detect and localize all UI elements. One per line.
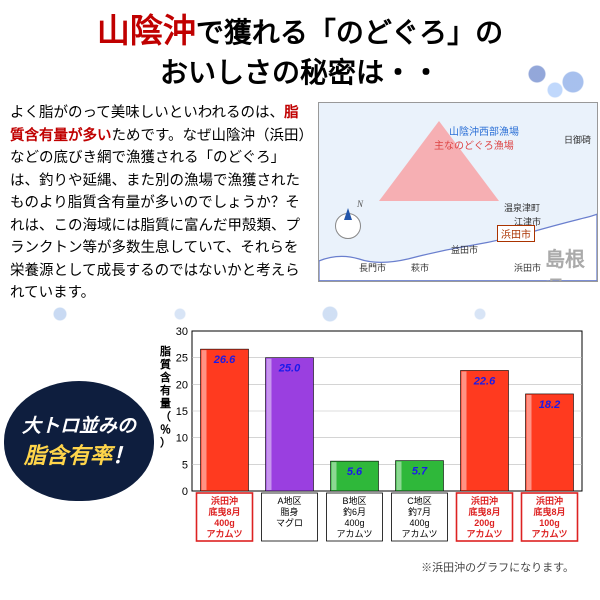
map-sea-label2: 主なのどぐろ漁場 [434, 137, 514, 152]
svg-text:脂身: 脂身 [280, 506, 298, 517]
wave-decoration-top [510, 58, 600, 98]
map-city: 日御碕 [564, 133, 591, 146]
svg-text:5.6: 5.6 [347, 466, 363, 478]
svg-text:アカムツ: アカムツ [401, 529, 437, 539]
para-frag-2: ためです。なぜ山陰沖（浜田）などの底びき網で漁獲される「のどぐろ」は、釣りや延縄… [10, 128, 306, 301]
svg-text:C地区: C地区 [407, 495, 432, 506]
svg-text:B地区: B地区 [342, 495, 366, 506]
svg-text:アカムツ: アカムツ [531, 529, 567, 539]
svg-text:浜田沖: 浜田沖 [471, 495, 498, 506]
svg-text:脂: 脂 [159, 344, 171, 358]
svg-text:アカムツ: アカムツ [206, 529, 242, 539]
svg-text:10: 10 [176, 432, 188, 444]
svg-text:20: 20 [176, 379, 188, 391]
fishing-ground-map: 山陰沖西部漁場 主なのどぐろ漁場 N 日御碕 温泉津町 江津市 浜田市 益田市 … [318, 102, 598, 282]
svg-text:100g: 100g [539, 518, 560, 528]
svg-text:25.0: 25.0 [278, 362, 301, 374]
content-row: よく脂がのって美味しいといわれるのは、脂質含有量が多いためです。なぜ山陰沖（浜田… [0, 98, 600, 304]
svg-text:底曳8月: 底曳8月 [533, 506, 565, 517]
headline-line2: おいしさの秘密は・・ [12, 55, 588, 93]
map-prefecture: 島根県 [545, 243, 597, 282]
svg-text:30: 30 [176, 327, 188, 338]
svg-text:5.7: 5.7 [412, 465, 428, 477]
badge-line1: 大トロ並みの [22, 411, 136, 438]
svg-text:アカムツ: アカムツ [336, 529, 372, 539]
svg-text:5: 5 [182, 459, 188, 471]
svg-text:マグロ: マグロ [276, 517, 303, 528]
svg-text:25: 25 [176, 352, 188, 364]
map-city: 萩市 [411, 261, 429, 274]
chart-section: 大トロ並みの 脂含有率！ 051015202530脂質含有量（％）26.6浜田沖… [0, 323, 600, 575]
svg-text:質: 質 [160, 357, 171, 371]
svg-text:400g: 400g [344, 518, 364, 528]
map-city: 長門市 [359, 261, 386, 274]
para-frag-1: よく脂がのって美味しいといわれるのは、 [10, 105, 284, 121]
svg-text:浜田沖: 浜田沖 [211, 495, 238, 506]
map-city: 益田市 [451, 243, 478, 256]
map-sea-label: 山陰沖西部漁場 [449, 123, 519, 138]
headline-prefix: 山陰沖 [97, 14, 196, 50]
svg-text:22.6: 22.6 [473, 375, 496, 387]
svg-text:200g: 200g [474, 518, 495, 528]
fat-content-badge: 大トロ並みの 脂含有率！ [4, 381, 164, 501]
badge-line2-yellow: 脂含有率 [24, 443, 112, 468]
chart-note: ※浜田沖のグラフになります。 [10, 559, 590, 575]
svg-text:釣6月: 釣6月 [343, 506, 366, 517]
svg-text:浜田沖: 浜田沖 [536, 495, 563, 506]
body-paragraph: よく脂がのって美味しいといわれるのは、脂質含有量が多いためです。なぜ山陰沖（浜田… [10, 102, 310, 304]
badge-line2-white: ！ [112, 443, 134, 468]
chart-area: 051015202530脂質含有量（％）26.6浜田沖底曳8月400gアカムツ2… [150, 327, 590, 557]
svg-text:アカムツ: アカムツ [466, 529, 502, 539]
svg-text:18.2: 18.2 [539, 398, 560, 410]
svg-text:底曳8月: 底曳8月 [208, 506, 240, 517]
svg-text:0: 0 [182, 486, 188, 498]
svg-text:A地区: A地区 [277, 495, 301, 506]
map-city-highlight: 浜田市 [497, 225, 535, 242]
svg-text:釣7月: 釣7月 [408, 506, 431, 517]
map-city: 温泉津町 [504, 201, 540, 214]
svg-text:15: 15 [176, 406, 188, 418]
svg-text:400g: 400g [409, 518, 429, 528]
map-city: 浜田市 [514, 261, 541, 274]
svg-text:26.6: 26.6 [213, 354, 236, 366]
svg-text:400g: 400g [214, 518, 235, 528]
wave-divider [0, 305, 600, 323]
map-container: 山陰沖西部漁場 主なのどぐろ漁場 N 日御碕 温泉津町 江津市 浜田市 益田市 … [310, 102, 598, 304]
fat-content-bar-chart: 051015202530脂質含有量（％）26.6浜田沖底曳8月400gアカムツ2… [150, 327, 590, 557]
svg-text:底曳8月: 底曳8月 [468, 506, 500, 517]
headline-line1-rest: で獲れる「のどぐろ」の [196, 18, 503, 49]
